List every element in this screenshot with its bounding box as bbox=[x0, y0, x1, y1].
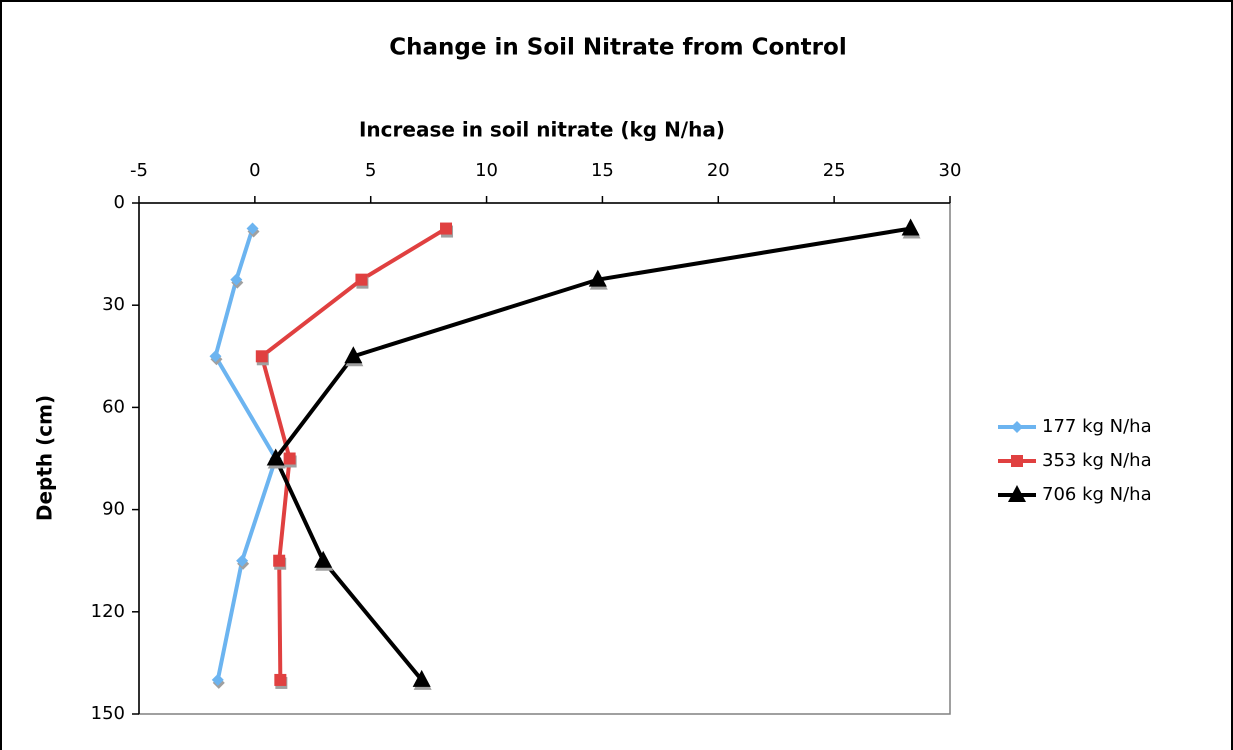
data-point bbox=[283, 452, 296, 465]
data-point bbox=[273, 554, 286, 567]
data-point bbox=[236, 554, 249, 567]
y-tick-label: 60 bbox=[102, 396, 125, 417]
legend-marker bbox=[1011, 455, 1023, 467]
data-point bbox=[230, 273, 243, 286]
series-line bbox=[273, 226, 911, 682]
y-tick-label: 120 bbox=[91, 601, 125, 622]
data-point bbox=[314, 550, 333, 568]
series-line bbox=[213, 227, 278, 681]
legend-marker bbox=[1008, 485, 1026, 502]
x-tick-label: 25 bbox=[823, 160, 846, 181]
x-tick-label: 15 bbox=[591, 160, 614, 181]
data-point bbox=[246, 222, 259, 235]
y-tick-label: 90 bbox=[102, 499, 125, 520]
y-tick-label: 150 bbox=[91, 703, 125, 724]
x-tick-label: -5 bbox=[130, 160, 148, 181]
data-point bbox=[440, 222, 453, 235]
data-point bbox=[355, 273, 368, 286]
data-point bbox=[211, 673, 224, 686]
y-axis-label: Depth (cm) bbox=[33, 395, 57, 521]
x-axis-label: Increase in soil nitrate (kg N/ha) bbox=[359, 118, 725, 142]
x-tick-label: 20 bbox=[707, 160, 730, 181]
data-point bbox=[412, 669, 431, 687]
data-point bbox=[588, 269, 607, 287]
series-line bbox=[259, 226, 448, 680]
data-point bbox=[266, 448, 285, 466]
x-tick-label: 5 bbox=[365, 160, 376, 181]
data-point bbox=[209, 350, 222, 363]
data-point bbox=[255, 350, 268, 363]
legend-label: 353 kg N/ha bbox=[1042, 450, 1152, 471]
y-tick-label: 0 bbox=[114, 192, 125, 213]
data-point bbox=[901, 218, 920, 236]
y-tick-label: 30 bbox=[102, 294, 125, 315]
chart-title: Change in Soil Nitrate from Control bbox=[389, 35, 846, 61]
x-tick-label: 30 bbox=[939, 160, 962, 181]
x-tick-label: 10 bbox=[475, 160, 498, 181]
x-tick-label: 0 bbox=[249, 160, 260, 181]
plot-area bbox=[138, 202, 951, 715]
legend-marker bbox=[1011, 421, 1023, 433]
data-point bbox=[274, 673, 287, 686]
legend-label: 706 kg N/ha bbox=[1042, 484, 1152, 505]
data-point bbox=[344, 346, 363, 364]
legend-label: 177 kg N/ha bbox=[1042, 416, 1152, 437]
